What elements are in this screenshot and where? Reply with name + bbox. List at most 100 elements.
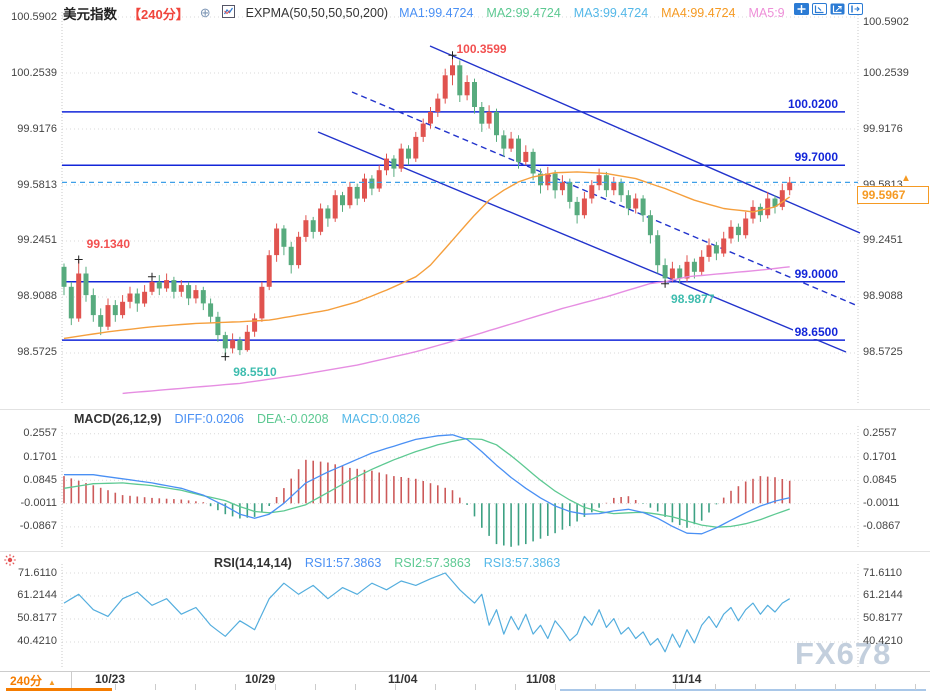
x-axis-tick [515,684,516,690]
mac-dea-value: DEA:-0.0208 [257,412,329,426]
x-axis-tick [675,684,676,690]
main-y-tick-left: 100.5902 [11,10,57,23]
level-line-label: 98.6500 [792,325,840,340]
x-axis-tick [755,684,756,690]
watermark: FX678 [795,636,892,671]
rsi1-value: RSI1:57.3863 [304,556,382,570]
interval-label: 240分 [10,674,43,688]
x-axis-tick [595,684,596,690]
symbol-title: 美元指数 [63,7,117,22]
main-y-tick-left: 99.9176 [17,122,57,135]
rsi-y-tick-left: 61.2144 [17,589,57,602]
x-axis-tick [835,684,836,690]
scrollbar-track[interactable] [560,689,926,691]
x-axis-tick [275,684,276,690]
axis-pan-tool-icon[interactable] [830,2,845,15]
main-y-tick-right: 99.9176 [863,122,903,135]
main-y-tick-left: 98.9088 [17,290,57,303]
macd-y-tick-right: -0.0011 [863,497,900,510]
x-axis-tick [875,684,876,690]
macd-y-tick-right: 0.2557 [863,427,897,440]
x-axis-date: 11/14 [672,672,702,686]
ma-value-label: MA4:99.4724 [661,6,736,20]
x-axis-tick [795,684,796,690]
macd-y-tick-left: -0.0867 [19,520,57,533]
ma-value-label: MA2:99.4724 [486,6,561,20]
rsi2-value: RSI2:57.3863 [394,556,471,570]
main-y-tick-right: 99.2451 [863,234,903,247]
rsi-y-tick-left: 71.6110 [18,566,57,579]
price-up-arrow-icon: ▲ [901,173,911,184]
ma-value-label: MA1:99.4724 [399,6,474,20]
macd-y-tick-left: 0.1701 [23,450,57,463]
chart-type-icon[interactable] [221,5,235,21]
interval-up-arrow-icon: ▲ [48,678,56,687]
x-axis-tick [315,684,316,690]
main-y-tick-right: 100.2539 [863,66,909,79]
x-axis-tick [155,684,156,690]
macd-y-tick-left: -0.0011 [20,497,58,510]
level-line-label: 100.0200 [785,96,840,111]
level-line-label: 99.7000 [792,150,840,165]
period-tag: 【240分】 [128,6,189,22]
axis-zoom-tool-icon[interactable] [812,2,827,15]
main-y-tick-right: 98.9088 [863,290,903,303]
rsi3-value: RSI3:57.3863 [483,556,561,570]
x-axis-tick [915,684,916,690]
main-y-tick-right: 98.5725 [863,346,903,359]
ma-values-row: MA1:99.4724 MA2:99.4724 MA3:99.4724 MA4:99.… [399,6,785,20]
rsi-y-tick-left: 50.8177 [17,612,57,625]
x-axis-date: 10/23 [95,672,126,686]
price-annotation: 99.1340 [86,237,131,252]
main-y-tick-left: 98.5725 [17,346,57,359]
x-axis-tick [235,684,236,690]
indicator-title: EXPMA(50,50,50,50,200) [245,6,389,20]
main-y-tick-left: 100.2539 [11,66,57,79]
macd-y-tick-left: 0.2557 [23,427,57,440]
rsi-y-tick-right: 61.2144 [863,589,903,602]
x-axis-tick [355,684,356,690]
x-axis-tick [715,684,716,690]
rsi-settings-icon[interactable] [3,553,17,572]
rsi-title: RSI(14,14,14) [214,556,292,570]
bottom-bar: 240分 ▲ [0,671,930,691]
current-price-box: 99.5967 [857,186,929,204]
main-y-tick-left: 99.5813 [17,178,57,191]
x-axis-tick [635,684,636,690]
add-indicator-icon[interactable]: ⊕ [199,5,211,20]
rsi-y-tick-right: 50.8177 [863,612,903,625]
chart-toolbar [794,2,863,15]
macd-title: MACD(26,12,9) [74,412,162,426]
interval-tab-underline [6,688,112,691]
x-axis-tick [115,684,116,690]
x-axis-tick [555,684,556,690]
rsi-header: RSI(14,14,14) RSI1:57.3863 RSI2:57.3863 … [214,556,560,570]
main-y-tick-left: 99.2451 [17,234,57,247]
ma-value-label: MA3:99.4724 [573,6,649,20]
move-tool-icon[interactable] [794,2,809,15]
macd-diff-value: DIFF:0.0206 [174,412,245,426]
x-axis-date: 11/08 [526,672,556,686]
x-axis-tick [435,684,436,690]
macd-header: MACD(26,12,9) DIFF:0.0206 DEA:-0.0208 MA… [74,412,420,426]
macd-y-tick-right: -0.0867 [863,520,901,533]
x-axis-tick [195,684,196,690]
macd-y-tick-right: 0.1701 [863,450,897,463]
price-annotation: 100.3599 [456,42,507,57]
exit-fullscreen-tool-icon[interactable] [848,2,863,15]
x-axis-date: 11/04 [388,672,418,686]
x-axis-tick [395,684,396,690]
x-axis-date: 10/29 [245,672,276,686]
rsi-y-tick-left: 40.4210 [17,635,57,648]
price-annotation: 98.9877 [671,291,715,306]
macd-hist-value: MACD:0.0826 [341,412,421,426]
rsi-y-tick-right: 71.6110 [863,566,902,579]
main-chart-header: 美元指数 【240分】 ⊕ EXPMA(50,50,50,50,200) MA1… [63,3,785,23]
interval-tab-240min[interactable]: 240分 ▲ [0,672,72,691]
rsi-y-tick-right: 40.4210 [863,635,903,648]
main-y-tick-right: 100.5902 [863,15,909,28]
price-annotation: 98.5510 [233,364,277,379]
x-axis-tick [475,684,476,690]
